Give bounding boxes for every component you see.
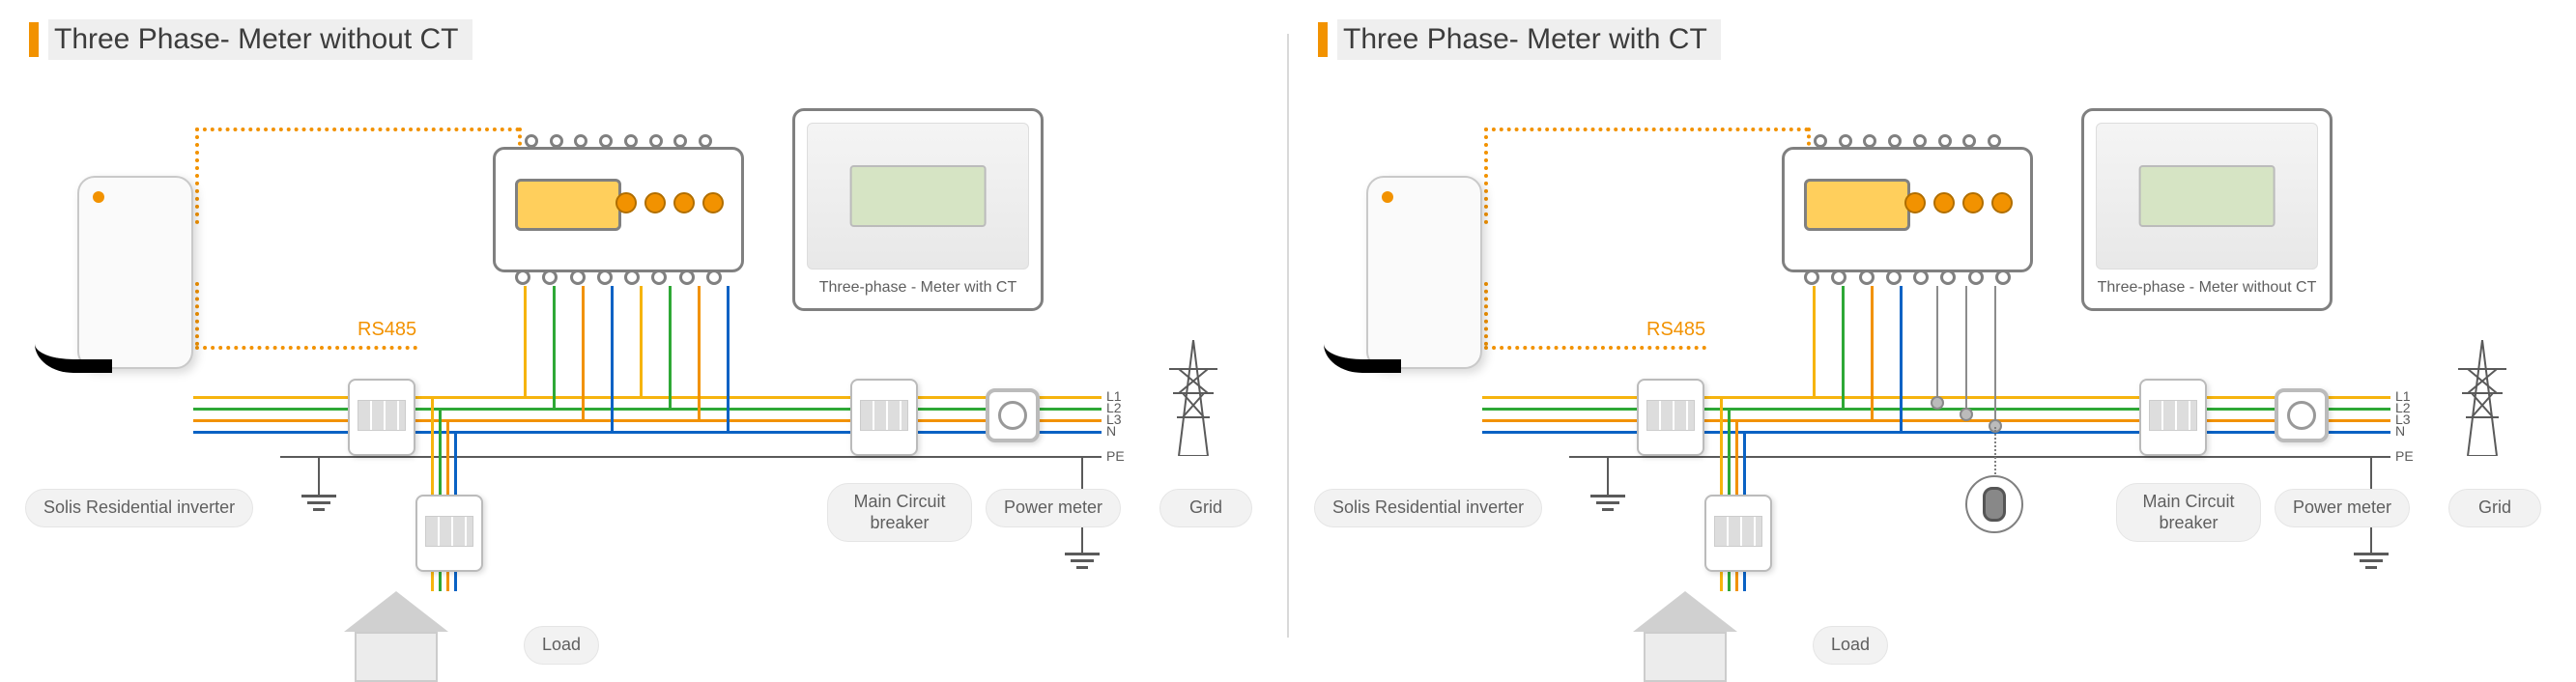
meter-device-icon xyxy=(493,147,744,272)
wire-n xyxy=(193,431,1102,434)
ct-clamp-icon xyxy=(1931,396,1944,410)
transmission-tower-icon xyxy=(1159,340,1227,456)
panel-without-ct: Three Phase- Meter without CT RS485 xyxy=(0,0,1287,671)
label-main-breaker: Main Circuit breaker xyxy=(827,483,972,542)
ct-clamp-icon xyxy=(1960,408,1973,421)
accent-tick-icon xyxy=(29,22,39,57)
ground-icon xyxy=(1589,456,1627,511)
label-load: Load xyxy=(1813,626,1888,665)
rs485-line xyxy=(195,346,417,350)
rs485-line xyxy=(195,282,199,346)
photo-caption: Three-phase - Meter without CT xyxy=(2098,279,2317,297)
meter-drop xyxy=(524,286,527,396)
power-meter-icon xyxy=(986,388,1040,442)
meter-photo-icon xyxy=(807,123,1029,270)
wire-pe xyxy=(280,456,1102,458)
load-breaker-icon xyxy=(415,495,483,572)
accent-tick-icon xyxy=(1318,22,1328,57)
wire-l2 xyxy=(193,408,1102,411)
inverter-breaker-icon xyxy=(348,379,415,456)
meter-drop xyxy=(1900,286,1903,431)
rs485-line xyxy=(195,128,520,131)
panel-title: Three Phase- Meter without CT xyxy=(48,19,472,60)
meter-drop xyxy=(640,286,643,396)
meter-device-icon xyxy=(1782,147,2033,272)
meter-drop xyxy=(698,286,701,419)
bus-label-n: N xyxy=(2395,423,2405,439)
wire-l1 xyxy=(193,396,1102,399)
label-grid: Grid xyxy=(1159,489,1252,527)
rs485-label: RS485 xyxy=(1646,319,1705,341)
label-power-meter: Power meter xyxy=(2275,489,2410,527)
rs485-line xyxy=(1484,128,1809,131)
ct-lead xyxy=(1965,286,1967,413)
title-bar: Three Phase- Meter with CT xyxy=(1318,19,2547,60)
wire-pe xyxy=(1569,456,2390,458)
rs485-line xyxy=(1484,346,1706,350)
photo-caption: Three-phase - Meter with CT xyxy=(819,279,1017,297)
main-breaker-icon xyxy=(2139,379,2207,456)
label-grid: Grid xyxy=(2448,489,2541,527)
meter-drop xyxy=(611,286,614,431)
meter-drop xyxy=(1871,286,1874,419)
reference-photo-box: Three-phase - Meter without CT xyxy=(2081,108,2333,311)
rs485-line xyxy=(195,128,199,224)
diagram-right: RS485 Three-phase - Meter without CT L1 … xyxy=(1318,70,2547,649)
transmission-tower-icon xyxy=(2448,340,2516,456)
meter-drop xyxy=(727,286,730,431)
label-power-meter: Power meter xyxy=(986,489,1121,527)
power-meter-icon xyxy=(2275,388,2329,442)
inverter-icon xyxy=(1366,176,1482,369)
wire-n xyxy=(1482,431,2390,434)
label-load: Load xyxy=(524,626,599,665)
wire-l3 xyxy=(1482,419,2390,422)
ct-lead xyxy=(1994,286,1996,425)
rs485-line xyxy=(1484,128,1488,224)
title-bar: Three Phase- Meter without CT xyxy=(29,19,1258,60)
meter-drop xyxy=(1813,286,1816,396)
house-icon xyxy=(1637,591,1733,678)
wire-l3 xyxy=(193,419,1102,422)
diagram-left: RS485 Three-phase - Meter with CT L1 xyxy=(29,70,1258,649)
meter-drop xyxy=(582,286,585,419)
meter-drop xyxy=(553,286,556,408)
label-main-breaker: Main Circuit breaker xyxy=(2116,483,2261,542)
rs485-line xyxy=(1484,282,1488,346)
panel-with-ct: Three Phase- Meter with CT RS485 Three-p… xyxy=(1289,0,2576,671)
load-breaker-icon xyxy=(1704,495,1772,572)
house-icon xyxy=(348,591,444,678)
main-breaker-icon xyxy=(850,379,918,456)
ground-icon xyxy=(300,456,338,511)
bus-label-n: N xyxy=(1106,423,1116,439)
bus-label-pe: PE xyxy=(1106,448,1125,464)
label-inverter: Solis Residential inverter xyxy=(1314,489,1542,527)
bus-label-pe: PE xyxy=(2395,448,2414,464)
reference-photo-box: Three-phase - Meter with CT xyxy=(792,108,1044,311)
inverter-icon xyxy=(77,176,193,369)
label-inverter: Solis Residential inverter xyxy=(25,489,253,527)
meter-photo-icon xyxy=(2096,123,2318,270)
meter-drop xyxy=(1842,286,1845,408)
panel-title: Three Phase- Meter with CT xyxy=(1337,19,1721,60)
ct-zoom-icon xyxy=(1965,475,2023,533)
ct-lead xyxy=(1936,286,1938,402)
meter-drop xyxy=(669,286,672,408)
inverter-breaker-icon xyxy=(1637,379,1704,456)
page: Three Phase- Meter without CT RS485 xyxy=(0,0,2576,671)
rs485-label: RS485 xyxy=(358,319,416,341)
